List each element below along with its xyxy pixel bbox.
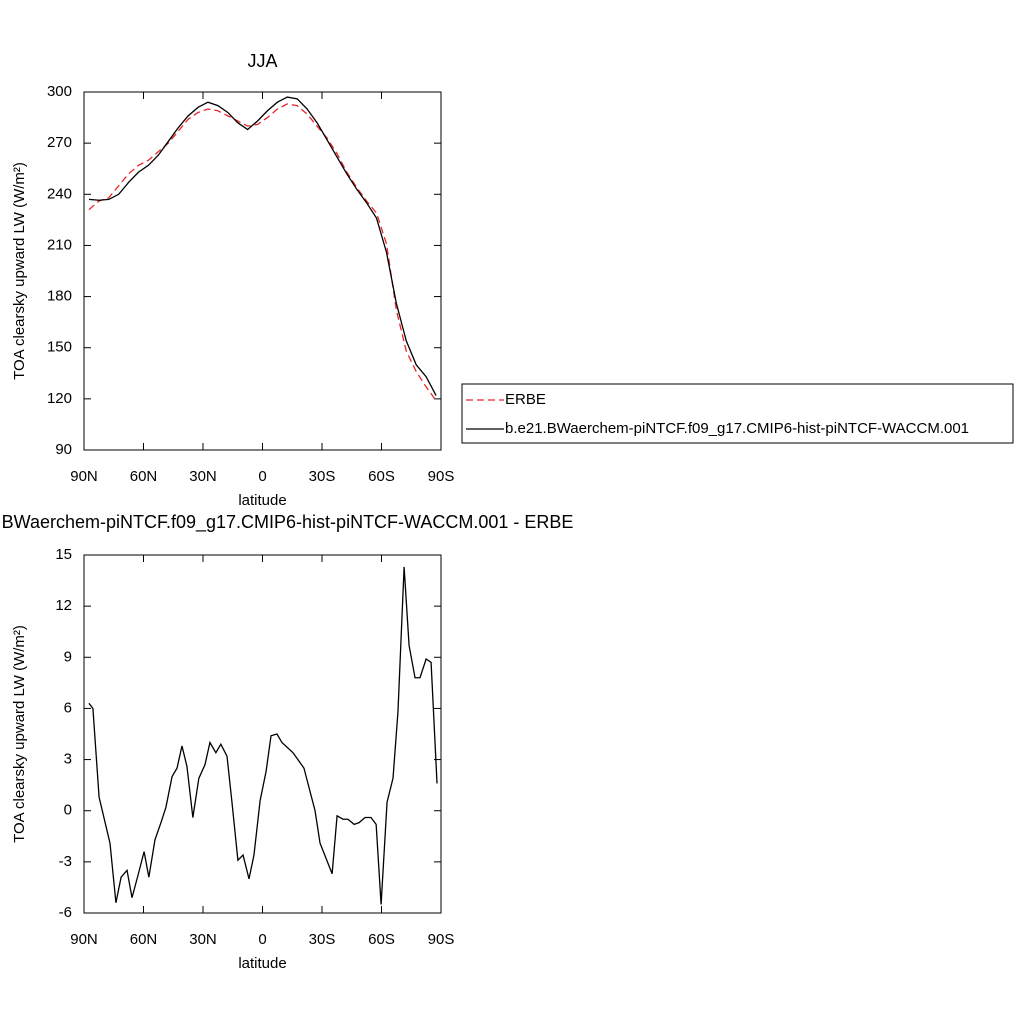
y-tick-label: 300 bbox=[47, 83, 72, 100]
legend-label: b.e21.BWaerchem-piNTCF.f09_g17.CMIP6-his… bbox=[505, 420, 969, 437]
data-line bbox=[88, 566, 438, 905]
data-line bbox=[88, 103, 437, 401]
y-tick-label: 9 bbox=[64, 648, 72, 665]
x-tick-label: 60S bbox=[368, 931, 395, 948]
y-tick-label: 3 bbox=[64, 751, 72, 768]
x-tick-label: 60N bbox=[130, 468, 158, 485]
x-tick-label: 60N bbox=[130, 931, 158, 948]
plot-frame bbox=[83, 91, 442, 451]
x-tick-label: 0 bbox=[258, 468, 266, 485]
chart-title: b.e21.BWaerchem-piNTCF.f09_g17.CMIP6-his… bbox=[0, 512, 573, 533]
x-tick-label: 30S bbox=[309, 468, 336, 485]
y-tick-label: 120 bbox=[47, 390, 72, 407]
x-tick-label: 30N bbox=[189, 931, 217, 948]
x-tick-label: 90S bbox=[428, 931, 455, 948]
y-axis-label: TOA clearsky upward LW (W/m²) bbox=[11, 625, 28, 843]
y-tick-label: 12 bbox=[55, 597, 72, 614]
y-tick-label: -6 bbox=[59, 904, 72, 921]
y-tick-label: 6 bbox=[64, 699, 72, 716]
legend-box bbox=[461, 383, 1014, 444]
x-tick-label: 30S bbox=[309, 931, 336, 948]
chart-title: JJA bbox=[247, 51, 277, 71]
y-tick-label: 90 bbox=[55, 441, 72, 458]
x-tick-label: 90N bbox=[70, 931, 98, 948]
x-tick-label: 30N bbox=[189, 468, 217, 485]
data-line bbox=[88, 96, 437, 396]
y-tick-label: 15 bbox=[55, 546, 72, 563]
x-tick-label: 60S bbox=[368, 468, 395, 485]
y-tick-label: 180 bbox=[47, 288, 72, 305]
x-axis-label: latitude bbox=[238, 492, 286, 509]
y-tick-label: 0 bbox=[64, 802, 72, 819]
y-axis-label: TOA clearsky upward LW (W/m²) bbox=[11, 162, 28, 380]
y-tick-label: 210 bbox=[47, 236, 72, 253]
x-tick-label: 0 bbox=[258, 931, 266, 948]
x-axis-label: latitude bbox=[238, 955, 286, 972]
legend-label: ERBE bbox=[505, 391, 546, 408]
x-tick-label: 90S bbox=[428, 468, 455, 485]
y-tick-label: -3 bbox=[59, 853, 72, 870]
plot-frame bbox=[83, 554, 442, 914]
y-tick-label: 240 bbox=[47, 185, 72, 202]
y-tick-label: 150 bbox=[47, 339, 72, 356]
x-tick-label: 90N bbox=[70, 468, 98, 485]
y-tick-label: 270 bbox=[47, 134, 72, 151]
legend: ERBE b.e21.BWaerchem-piNTCF.f09_g17.CMIP6… bbox=[461, 383, 1014, 444]
